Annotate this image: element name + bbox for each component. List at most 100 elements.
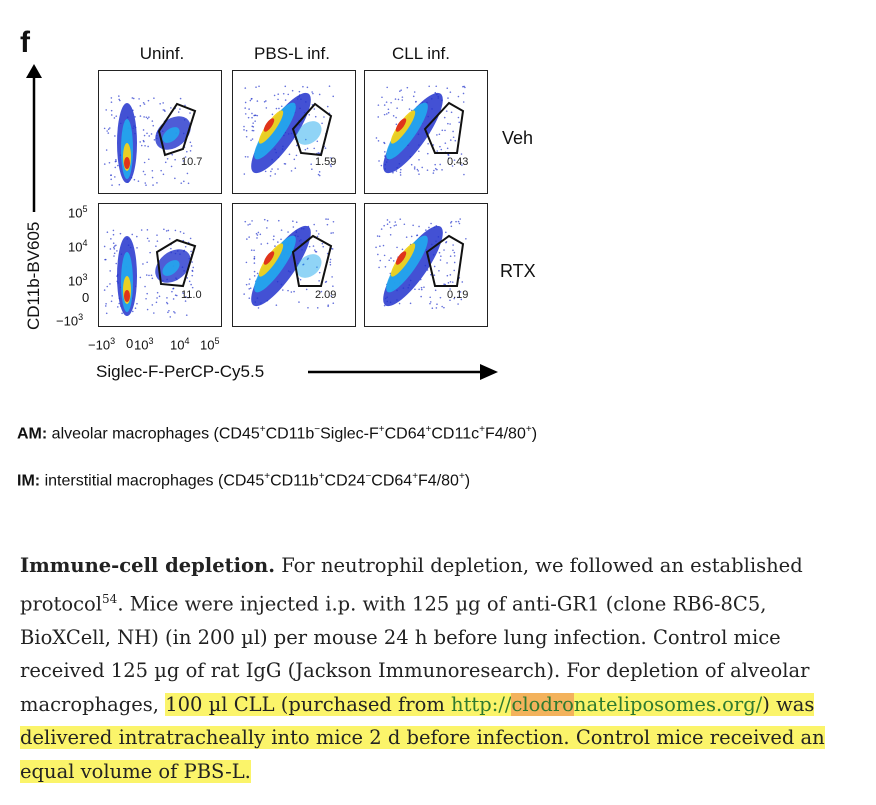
row-label-rtx: RTX — [500, 261, 536, 281]
event-dot — [114, 176, 116, 178]
y-tick-label: 0 — [82, 290, 90, 305]
event-dot — [107, 128, 110, 131]
event-dot — [376, 235, 379, 237]
event-dot — [244, 155, 247, 158]
event-dot — [392, 171, 394, 174]
density-cluster — [124, 290, 130, 302]
event-dot — [144, 173, 146, 176]
density-cluster — [296, 121, 322, 145]
event-dot — [137, 180, 140, 182]
event-dot — [166, 157, 169, 160]
event-dot — [382, 244, 385, 247]
event-dot — [379, 245, 381, 248]
event-dot — [259, 233, 262, 236]
event-dot — [292, 220, 294, 223]
event-dot — [156, 297, 158, 299]
event-dot — [326, 105, 329, 108]
event-dot — [265, 100, 267, 102]
event-dot — [274, 245, 276, 247]
y-axis-arrow — [26, 64, 42, 212]
event-dot — [248, 278, 251, 280]
event-dot — [439, 296, 442, 299]
event-dot — [105, 303, 107, 305]
event-dot — [393, 224, 396, 227]
event-dot — [277, 98, 279, 101]
event-dot — [253, 249, 255, 252]
event-dot — [443, 306, 445, 309]
event-dot — [277, 219, 280, 222]
event-dot — [269, 175, 272, 177]
density-cluster — [395, 118, 407, 132]
event-dot — [420, 286, 423, 289]
event-dot — [432, 144, 435, 146]
event-dot — [146, 308, 149, 311]
event-dot — [110, 300, 113, 303]
event-dot — [464, 86, 466, 89]
event-dot — [432, 172, 435, 174]
event-dot — [395, 116, 397, 119]
event-dot — [109, 283, 111, 285]
liposome-link[interactable]: http://clodronateliposomes.org/ — [451, 692, 763, 716]
density-plot — [375, 85, 466, 176]
event-dot — [418, 288, 420, 291]
event-dot — [311, 168, 313, 171]
event-dot — [243, 125, 245, 128]
event-dot — [417, 170, 420, 172]
event-dot — [191, 270, 194, 272]
event-dot — [460, 298, 463, 301]
event-dot — [414, 288, 416, 291]
density-cluster — [124, 157, 130, 169]
event-dot — [145, 297, 147, 300]
event-dot — [179, 231, 182, 233]
event-dot — [110, 174, 112, 177]
event-dot — [320, 290, 323, 293]
event-dot — [187, 296, 189, 299]
event-dot — [457, 303, 459, 305]
event-dot — [133, 178, 136, 181]
event-dot — [324, 281, 327, 283]
flow-plot-veh-pbsl: 1.59 — [232, 70, 356, 194]
event-dot — [108, 127, 111, 129]
event-dot — [162, 109, 165, 111]
event-dot — [150, 274, 153, 277]
event-dot — [299, 278, 302, 281]
event-dot — [313, 249, 316, 251]
x-tick-label: −103 — [88, 336, 116, 353]
event-dot — [151, 169, 154, 172]
event-dot — [190, 250, 192, 253]
event-dot — [332, 220, 335, 223]
event-dot — [447, 122, 449, 125]
event-dot — [316, 140, 319, 143]
event-dot — [243, 173, 246, 175]
event-dot — [153, 139, 156, 141]
event-dot — [142, 101, 145, 104]
event-dot — [317, 173, 320, 176]
event-dot — [447, 97, 449, 99]
event-dot — [327, 304, 330, 306]
event-dot — [248, 283, 250, 285]
event-dot — [118, 183, 121, 186]
event-dot — [189, 237, 192, 240]
event-dot — [251, 129, 254, 132]
event-dot — [330, 165, 332, 168]
event-dot — [184, 245, 187, 248]
event-dot — [377, 116, 380, 118]
event-dot — [386, 219, 389, 221]
event-dot — [162, 173, 165, 176]
event-dot — [287, 93, 290, 96]
event-dot — [318, 280, 320, 282]
event-dot — [388, 259, 391, 262]
event-dot — [290, 291, 293, 293]
event-dot — [409, 302, 412, 305]
event-dot — [118, 98, 120, 101]
event-dot — [383, 104, 386, 106]
event-dot — [449, 255, 452, 258]
event-dot — [387, 108, 390, 111]
event-dot — [170, 107, 172, 109]
event-dot — [171, 153, 174, 156]
event-dot — [272, 238, 275, 241]
event-dot — [436, 303, 438, 305]
event-dot — [459, 291, 462, 293]
event-dot — [318, 93, 321, 96]
event-dot — [188, 280, 191, 283]
